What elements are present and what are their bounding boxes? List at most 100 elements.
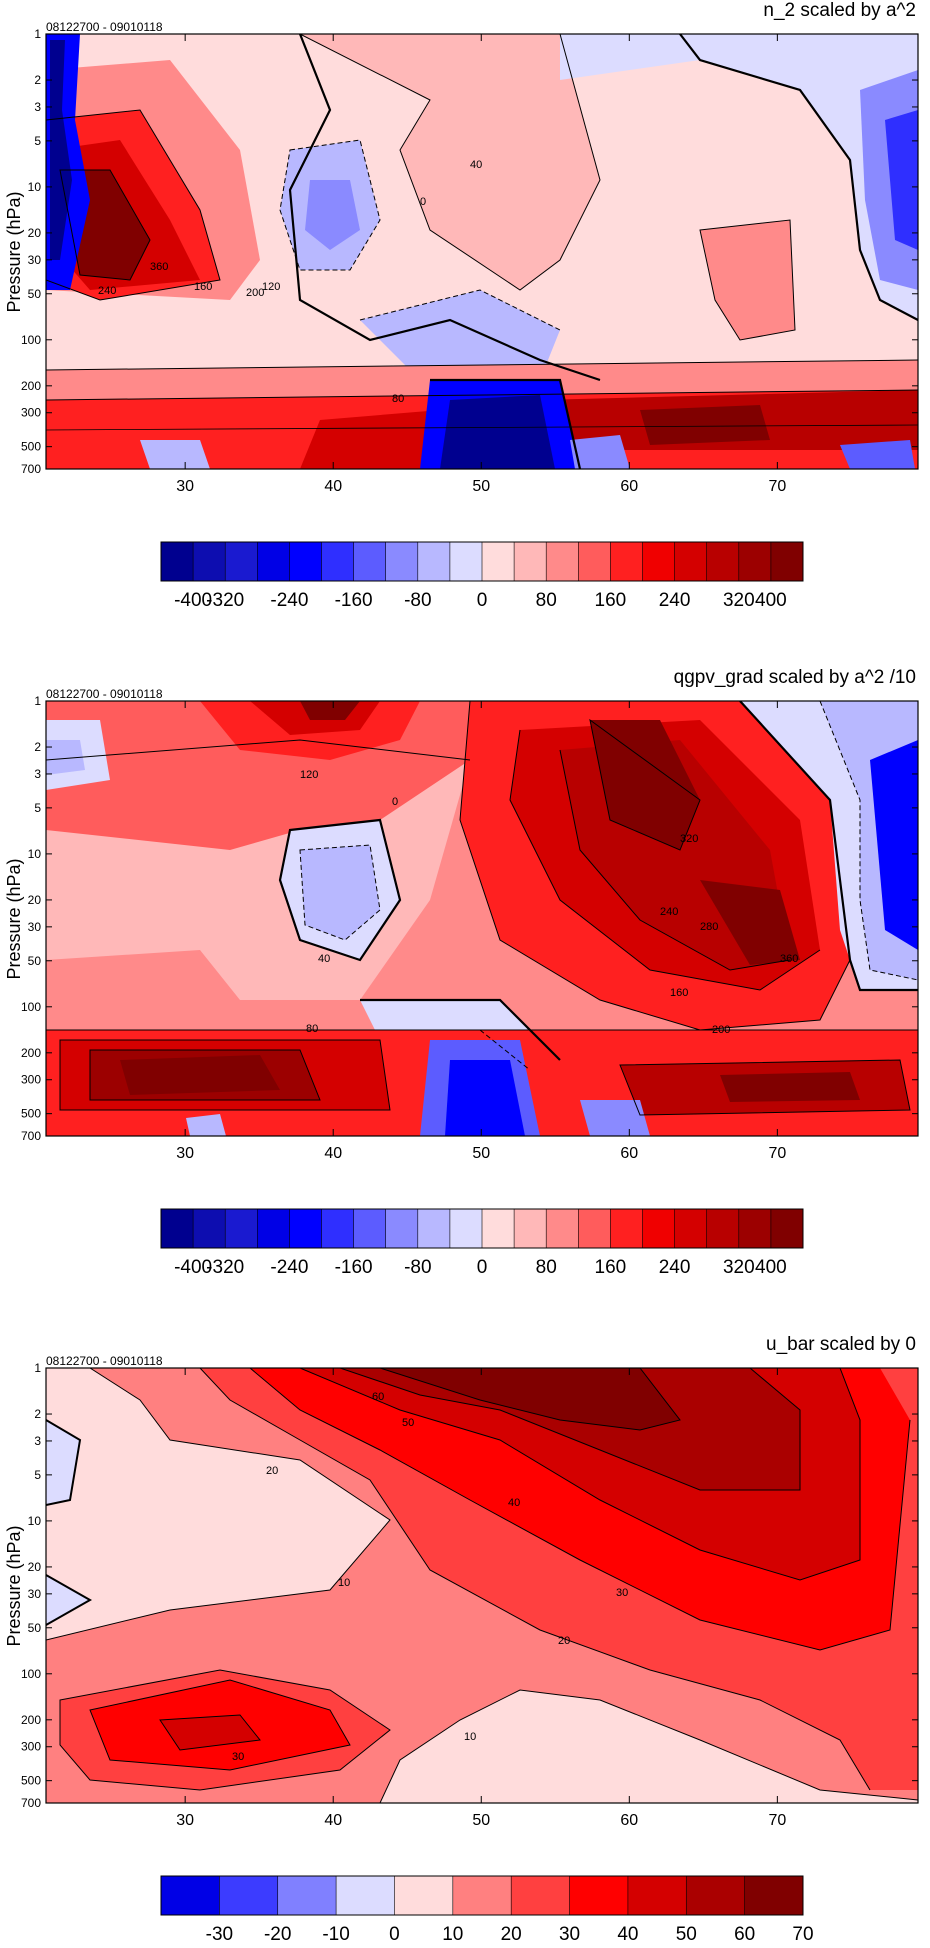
contour-label: 120 (262, 281, 280, 293)
panel-n2: n_2 scaled by a^2 08122700 - 09010118 (4, 0, 919, 611)
colorbar-swatch (482, 542, 515, 581)
x-axis: 30 40 50 60 70 (176, 34, 786, 495)
contour-label: 10 (338, 1577, 350, 1589)
contour-label: 280 (700, 921, 718, 933)
colorbar-swatch (449, 1209, 483, 1248)
colorbar-swatch (353, 542, 387, 581)
contour-label: 0 (392, 796, 398, 808)
colorbar-swatch (321, 1209, 355, 1248)
y-tick-label: 50 (28, 954, 42, 968)
panel-title: qgpv_grad scaled by a^2 /10 (674, 667, 916, 688)
colorbar-swatch (744, 1876, 804, 1915)
contour-labels: 0 40 80 120 160 200 240 360 (98, 159, 482, 405)
panel-title: u_bar scaled by 0 (766, 1334, 916, 1355)
colorbar: -400-320 -240 -160 -80 0 80 160 240 320 400 (160, 1208, 804, 1278)
colorbar-swatch (578, 1209, 611, 1248)
colorbar-swatch (674, 1209, 708, 1248)
colorbar-swatch (642, 1209, 676, 1248)
y-tick-label: 30 (28, 920, 42, 934)
contour-label: 240 (660, 906, 678, 918)
colorbar-label: 320 (723, 1257, 755, 1278)
colorbar-label: 240 (659, 590, 691, 611)
y-tick-label: 2 (34, 73, 41, 87)
y-tick-label: 20 (28, 1560, 42, 1574)
x-axis: 30 40 50 60 70 (176, 701, 786, 1162)
colorbar-swatch (161, 1209, 194, 1248)
contour-label: 50 (402, 1417, 414, 1429)
y-axis-label: Pressure (hPa) (4, 1525, 24, 1646)
colorbar-label: -240 (270, 1257, 308, 1278)
colorbar-label: 80 (536, 1257, 557, 1278)
colorbar-swatch (193, 542, 226, 581)
contour-label: 200 (246, 287, 264, 299)
x-tick-label: 60 (620, 1812, 638, 1829)
colorbar-label: -10 (322, 1924, 349, 1943)
contour-label: 20 (266, 1465, 278, 1477)
y-tick-label: 50 (28, 1621, 42, 1635)
contour-label: 240 (98, 285, 116, 297)
colorbar-label: 0 (477, 590, 488, 611)
colorbar-label: 0 (477, 1257, 488, 1278)
y-tick-label: 3 (34, 767, 41, 781)
panel-title: n_2 scaled by a^2 (763, 0, 916, 21)
colorbar-frame (160, 1875, 804, 1916)
plot-area (46, 701, 918, 1136)
y-tick-label: 200 (21, 379, 41, 393)
x-tick-label: 40 (324, 1812, 342, 1829)
colorbar-swatch (514, 542, 547, 581)
contour-label: 200 (712, 1024, 730, 1036)
colorbar-swatch (452, 1876, 512, 1915)
x-tick-label: 50 (472, 478, 490, 495)
colorbar-frame (160, 541, 804, 582)
colorbar-label: 320 (723, 590, 755, 611)
colorbar-swatch (569, 1876, 629, 1915)
colorbar-swatch (193, 1209, 226, 1248)
colorbar-label: 60 (734, 1924, 755, 1943)
colorbar-swatch (385, 1209, 419, 1248)
y-tick-label: 300 (21, 1073, 41, 1087)
y-tick-label: 10 (28, 847, 42, 861)
contour-label: 30 (232, 1751, 244, 1763)
y-tick-label: 20 (28, 893, 42, 907)
date-range: 08122700 - 09010118 (46, 687, 163, 701)
colorbar-swatch (770, 1209, 804, 1248)
y-tick-label: 1 (34, 27, 41, 41)
y-tick-label: 1 (34, 694, 41, 708)
contour-label: 160 (194, 281, 212, 293)
y-tick-label: 500 (21, 440, 41, 454)
colorbar-frame (160, 1208, 804, 1249)
colorbar-swatch (161, 1876, 220, 1915)
x-tick-label: 30 (176, 478, 194, 495)
y-tick-label: 30 (28, 253, 42, 267)
colorbar-swatch (642, 542, 676, 581)
colorbar-swatch (511, 1876, 571, 1915)
colorbar-swatch (336, 1876, 395, 1915)
contour-label: 30 (616, 1587, 628, 1599)
y-tick-label: 300 (21, 1740, 41, 1754)
y-axis-label: Pressure (hPa) (4, 191, 24, 312)
x-tick-label: 30 (176, 1812, 194, 1829)
y-tick-label: 3 (34, 100, 41, 114)
colorbar-swatch (706, 1209, 740, 1248)
y-tick-label: 500 (21, 1107, 41, 1121)
colorbar: -30 -20 -10 0 10 20 30 40 50 60 70 (160, 1875, 814, 1945)
contour-labels: 0 40 80 120 160 200 240 280 320 360 (300, 769, 798, 1036)
colorbar-swatch (257, 1209, 290, 1248)
x-tick-label: 70 (768, 478, 786, 495)
y-axis-label: Pressure (hPa) (4, 858, 24, 979)
plot-frame (45, 33, 919, 470)
y-tick-label: 1 (34, 1361, 41, 1375)
x-tick-label: 40 (324, 1145, 342, 1162)
colorbar-swatch (482, 1209, 515, 1248)
colorbar-label: -30 (206, 1924, 233, 1943)
plot-frame (45, 700, 919, 1137)
contour-label: 20 (558, 1635, 570, 1647)
contour-label: 360 (150, 261, 168, 273)
x-tick-label: 70 (768, 1812, 786, 1829)
colorbar-label: 10 (442, 1924, 463, 1943)
y-tick-label: 100 (21, 333, 41, 347)
contour-label: 120 (300, 769, 318, 781)
contour-label: 360 (780, 953, 798, 965)
colorbar-label: -20 (264, 1924, 291, 1943)
panel-qgpv-grad: qgpv_grad scaled by a^2 /10 08122700 - 0… (4, 667, 919, 1278)
